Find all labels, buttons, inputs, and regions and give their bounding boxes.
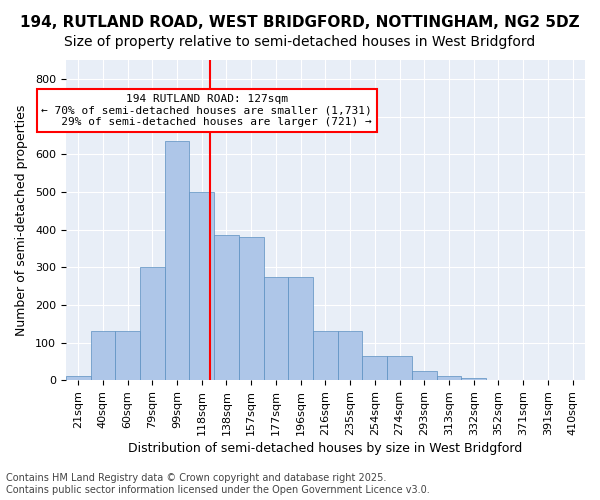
Text: 194 RUTLAND ROAD: 127sqm
← 70% of semi-detached houses are smaller (1,731)
   29: 194 RUTLAND ROAD: 127sqm ← 70% of semi-d… <box>41 94 372 127</box>
Text: 194, RUTLAND ROAD, WEST BRIDGFORD, NOTTINGHAM, NG2 5DZ: 194, RUTLAND ROAD, WEST BRIDGFORD, NOTTI… <box>20 15 580 30</box>
Bar <box>239 237 263 380</box>
Bar <box>190 192 214 380</box>
Bar <box>362 356 387 380</box>
Bar <box>66 376 91 380</box>
Bar <box>289 276 313 380</box>
Bar <box>412 371 437 380</box>
Bar <box>338 331 362 380</box>
Bar <box>437 376 461 380</box>
Text: Size of property relative to semi-detached houses in West Bridgford: Size of property relative to semi-detach… <box>64 35 536 49</box>
Bar <box>263 276 289 380</box>
Y-axis label: Number of semi-detached properties: Number of semi-detached properties <box>15 104 28 336</box>
Bar <box>387 356 412 380</box>
Bar <box>313 331 338 380</box>
Bar <box>115 331 140 380</box>
Bar <box>164 141 190 380</box>
Bar <box>91 331 115 380</box>
Bar <box>140 267 164 380</box>
Bar <box>214 235 239 380</box>
Bar <box>461 378 486 380</box>
Text: Contains HM Land Registry data © Crown copyright and database right 2025.
Contai: Contains HM Land Registry data © Crown c… <box>6 474 430 495</box>
X-axis label: Distribution of semi-detached houses by size in West Bridgford: Distribution of semi-detached houses by … <box>128 442 523 455</box>
